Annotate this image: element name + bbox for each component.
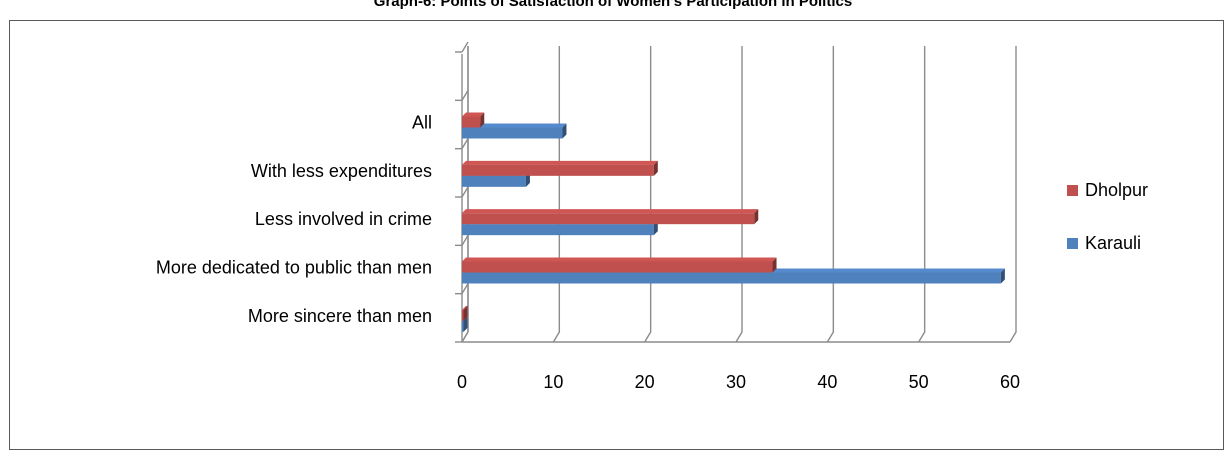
bar (462, 321, 464, 332)
bar (462, 176, 526, 187)
gridlines (462, 46, 1016, 342)
category-label: All (412, 113, 432, 133)
category-tick-depth (462, 284, 468, 294)
category-tick-depth (462, 42, 468, 52)
bar-chart: More sincere than men More dedicated to p… (0, 0, 1226, 424)
category-tick-depth (462, 235, 468, 245)
gridline (645, 46, 651, 342)
tick-label: 0 (457, 372, 467, 392)
category-tick-depth (462, 332, 468, 342)
tick-label: 40 (817, 372, 837, 392)
gridline (736, 46, 742, 342)
bars (462, 113, 1005, 332)
bar-top-face (462, 258, 777, 262)
gridline (462, 46, 468, 342)
bar (462, 310, 464, 321)
category-tick-depth (462, 139, 468, 149)
category-tick-depth (462, 187, 468, 197)
category-label: Less involved in crime (255, 209, 432, 229)
bar (462, 117, 480, 128)
legend-label: Karauli (1085, 233, 1141, 253)
legend: Dholpur Karauli (1067, 180, 1148, 253)
legend-label: Dholpur (1085, 180, 1148, 200)
category-label: More dedicated to public than men (156, 258, 432, 278)
category-labels: More sincere than men More dedicated to p… (156, 113, 432, 326)
category-label: With less expenditures (251, 161, 432, 181)
tick-label: 60 (1000, 372, 1020, 392)
gridline (919, 46, 925, 342)
category-axis (455, 42, 468, 342)
value-axis-ticks: 0 10 20 30 40 50 60 (457, 372, 1020, 392)
tick-label: 20 (635, 372, 655, 392)
legend-swatch (1067, 185, 1078, 196)
gridline (1010, 46, 1016, 342)
bar (462, 165, 654, 176)
tick-label: 10 (543, 372, 563, 392)
bar-top-face (462, 161, 658, 165)
bar (462, 128, 562, 139)
tick-label: 30 (726, 372, 746, 392)
bar (462, 213, 754, 224)
gridline (827, 46, 833, 342)
legend-swatch (1067, 238, 1078, 249)
category-label: More sincere than men (248, 306, 432, 326)
gridline (553, 46, 559, 342)
tick-label: 50 (909, 372, 929, 392)
category-tick-depth (462, 90, 468, 100)
bar (462, 224, 654, 235)
bar (462, 273, 1001, 284)
bar-top-face (462, 209, 758, 213)
bar (462, 262, 773, 273)
